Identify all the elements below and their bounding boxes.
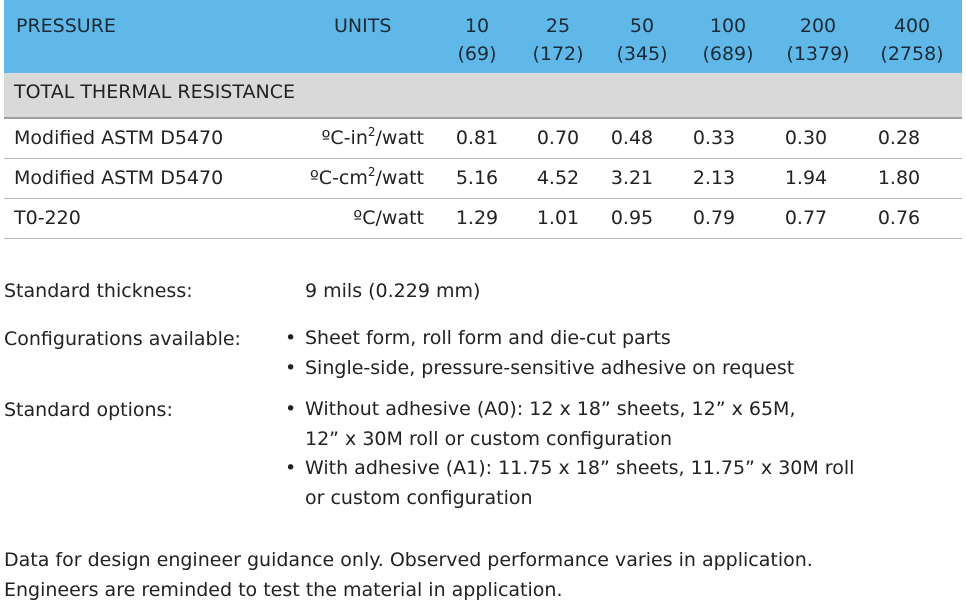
table-row: Modified ASTM D5470 ºC-in2/watt 0.81 0.7… bbox=[4, 119, 962, 159]
bullet-icon: • bbox=[285, 457, 297, 479]
thermal-resistance-table: PRESSURE UNITS 10 (69) 25 (172) 50 (345)… bbox=[4, 0, 962, 239]
cell-value: 1.94 bbox=[784, 167, 828, 189]
thickness-label: Standard thickness: bbox=[4, 280, 193, 302]
pressure-psi: 400 bbox=[893, 15, 931, 37]
pressure-psi: 200 bbox=[799, 15, 837, 37]
disclaimer-line: Engineers are reminded to test the mater… bbox=[4, 579, 563, 601]
table-header: PRESSURE UNITS 10 (69) 25 (172) 50 (345)… bbox=[4, 0, 962, 73]
cell-value: 4.52 bbox=[536, 167, 580, 189]
row-unit: ºC/watt bbox=[353, 207, 424, 229]
pressure-column-header: 10 (69) bbox=[437, 12, 517, 68]
pressure-column-header: 200 (1379) bbox=[778, 12, 858, 68]
pressure-kpa: (172) bbox=[532, 43, 584, 65]
pressure-psi: 50 bbox=[629, 15, 655, 37]
row-unit: ºC-cm2/watt bbox=[309, 164, 424, 189]
thickness-value: 9 mils (0.229 mm) bbox=[305, 280, 481, 302]
cell-value: 0.79 bbox=[692, 207, 736, 229]
list-item: • Single-side, pressure-sensitive adhesiv… bbox=[285, 354, 794, 384]
cell-value: 0.76 bbox=[877, 207, 921, 229]
list-item: • With adhesive (A1): 11.75 x 18” sheets,… bbox=[285, 454, 854, 513]
row-label: Modified ASTM D5470 bbox=[14, 127, 224, 149]
disclaimer-line: Data for design engineer guidance only. … bbox=[4, 549, 813, 571]
cell-value: 0.48 bbox=[610, 127, 654, 149]
bullet-icon: • bbox=[285, 327, 297, 349]
pressure-kpa: (1379) bbox=[786, 43, 850, 65]
cell-value: 0.81 bbox=[455, 127, 499, 149]
cell-value: 3.21 bbox=[610, 167, 654, 189]
standard-options-label: Standard options: bbox=[4, 399, 173, 421]
section-row: TOTAL THERMAL RESISTANCE bbox=[4, 73, 962, 119]
cell-value: 0.33 bbox=[692, 127, 736, 149]
cell-value: 1.80 bbox=[877, 167, 921, 189]
pressure-psi: 10 bbox=[464, 15, 490, 37]
bullet-icon: • bbox=[285, 398, 297, 420]
disclaimer-note: Data for design engineer guidance only. … bbox=[4, 545, 813, 605]
cell-value: 5.16 bbox=[455, 167, 499, 189]
configurations-list: • Sheet form, roll form and die-cut parts… bbox=[285, 324, 794, 383]
cell-value: 0.28 bbox=[877, 127, 921, 149]
cell-value: 2.13 bbox=[692, 167, 736, 189]
table-row: T0-220 ºC/watt 1.29 1.01 0.95 0.79 0.77 … bbox=[4, 199, 962, 239]
cell-value: 1.29 bbox=[455, 207, 499, 229]
pressure-kpa: (689) bbox=[702, 43, 754, 65]
pressure-psi: 100 bbox=[709, 15, 747, 37]
pressure-kpa: (345) bbox=[616, 43, 668, 65]
configurations-label: Configurations available: bbox=[4, 328, 241, 350]
pressure-kpa: (69) bbox=[457, 43, 497, 65]
table-row: Modified ASTM D5470 ºC-cm2/watt 5.16 4.5… bbox=[4, 159, 962, 199]
cell-value: 0.70 bbox=[536, 127, 580, 149]
row-unit: ºC-in2/watt bbox=[321, 124, 424, 149]
pressure-column-header: 400 (2758) bbox=[872, 12, 952, 68]
cell-value: 0.77 bbox=[784, 207, 828, 229]
cell-value: 0.95 bbox=[610, 207, 654, 229]
row-label: T0-220 bbox=[14, 207, 81, 229]
list-item: • Without adhesive (A0): 12 x 18” sheets,… bbox=[285, 395, 854, 454]
standard-options-list: • Without adhesive (A0): 12 x 18” sheets,… bbox=[285, 395, 854, 513]
cell-value: 0.30 bbox=[784, 127, 828, 149]
row-label: Modified ASTM D5470 bbox=[14, 167, 224, 189]
cell-value: 1.01 bbox=[536, 207, 580, 229]
bullet-icon: • bbox=[285, 356, 297, 379]
units-header: UNITS bbox=[334, 15, 392, 37]
pressure-column-header: 25 (172) bbox=[518, 12, 598, 68]
pressure-kpa: (2758) bbox=[880, 43, 944, 65]
list-item: • Sheet form, roll form and die-cut parts bbox=[285, 324, 794, 354]
pressure-column-header: 100 (689) bbox=[688, 12, 768, 68]
section-title: TOTAL THERMAL RESISTANCE bbox=[14, 81, 295, 103]
pressure-psi: 25 bbox=[545, 15, 571, 37]
pressure-column-header: 50 (345) bbox=[602, 12, 682, 68]
pressure-header: PRESSURE bbox=[16, 15, 116, 37]
